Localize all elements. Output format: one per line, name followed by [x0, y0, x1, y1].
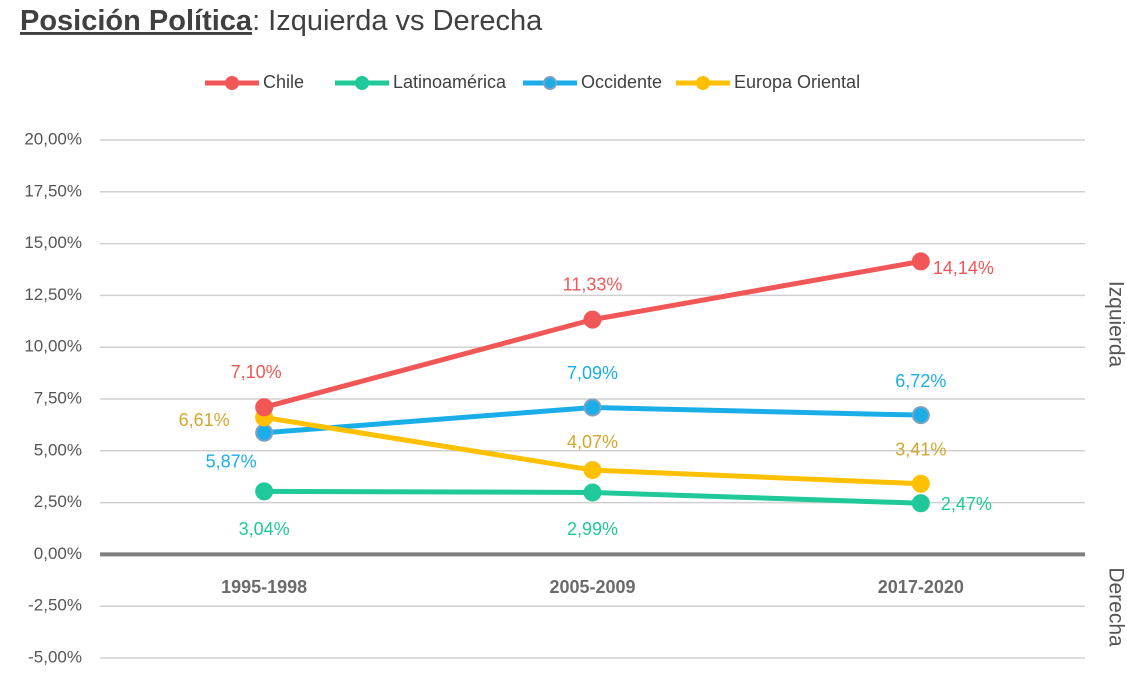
x-tick-label: 1995-1998: [221, 577, 307, 597]
point: [911, 406, 930, 425]
data-label: 7,09%: [567, 363, 618, 383]
y-tick-label: 10,00%: [24, 337, 82, 356]
data-label: 5,87%: [206, 452, 257, 472]
data-label: 4,07%: [567, 432, 618, 452]
y-tick-label: 15,00%: [24, 233, 82, 252]
point: [911, 474, 930, 493]
legend-marker: [696, 76, 710, 90]
legend-label: Occidente: [581, 72, 662, 92]
data-label: 3,04%: [239, 519, 290, 539]
y-tick-label: 2,50%: [34, 492, 82, 511]
legend-label: Europa Oriental: [734, 72, 860, 92]
point: [255, 423, 274, 442]
y-tick-label: 0,00%: [34, 544, 82, 563]
title-bold: Posición Política: [20, 5, 253, 37]
y-tick-label: 20,00%: [24, 129, 82, 148]
data-label: 3,41%: [895, 439, 946, 459]
point: [583, 483, 602, 502]
data-label: 7,10%: [231, 362, 282, 382]
point: [255, 398, 274, 417]
side-label: Izquierda: [1104, 281, 1127, 368]
point: [583, 310, 602, 329]
x-tick-label: 2005-2009: [549, 577, 635, 597]
data-label: 6,61%: [179, 410, 230, 430]
data-label: 14,14%: [933, 258, 994, 278]
point: [583, 461, 602, 480]
side-label: Derecha: [1104, 567, 1127, 647]
data-label: 6,72%: [895, 371, 946, 391]
title-rest: : Izquierda vs Derecha: [252, 5, 543, 37]
y-tick-label: 17,50%: [24, 181, 82, 200]
legend-marker: [543, 76, 557, 90]
legend-label: Chile: [263, 72, 304, 92]
data-label: 11,33%: [563, 274, 623, 294]
point: [911, 252, 930, 271]
y-tick-label: -2,50%: [28, 596, 82, 615]
point: [583, 398, 602, 417]
y-tick-label: 12,50%: [24, 285, 82, 304]
legend-marker: [355, 76, 369, 90]
data-label: 2,99%: [567, 519, 618, 539]
x-tick-label: 2017-2020: [878, 577, 964, 597]
y-tick-label: 5,00%: [34, 440, 82, 459]
legend-marker: [225, 76, 239, 90]
point: [911, 494, 930, 513]
point: [255, 482, 274, 501]
chart-title: Posición Política: Izquierda vs Derecha: [20, 5, 543, 37]
data-label: 2,47%: [941, 494, 992, 514]
y-tick-label: -5,00%: [28, 647, 82, 666]
y-tick-label: 7,50%: [34, 388, 82, 407]
legend-label: Latinoamérica: [393, 72, 507, 92]
